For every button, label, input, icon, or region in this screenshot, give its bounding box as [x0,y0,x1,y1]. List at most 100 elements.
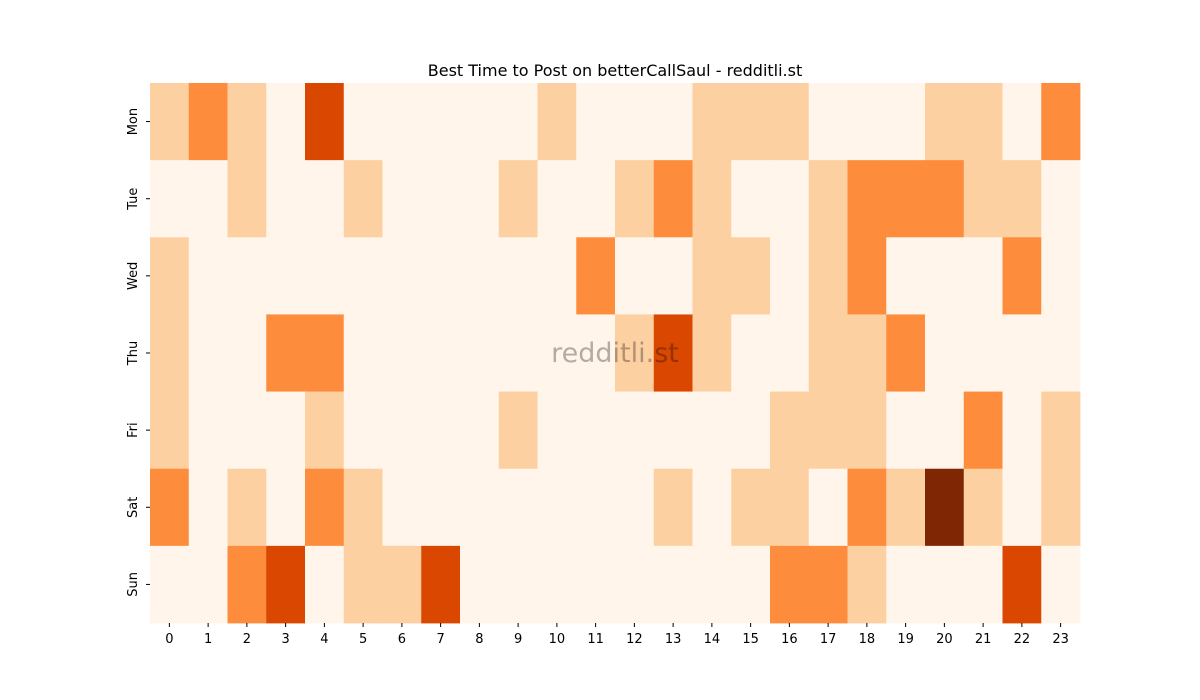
heatmap-cell-fri-15 [731,391,771,470]
heatmap-cell-sat-15 [731,468,771,547]
heatmap-cell-tue-23 [1041,160,1081,238]
heatmap-cell-sun-3 [266,545,306,624]
heatmap-cell-thu-10 [537,314,577,392]
heatmap-cell-fri-8 [460,391,500,470]
heatmap-cell-wed-11 [576,237,616,315]
heatmap-cell-wed-1 [188,237,228,315]
y-tick-label-mon: Mon [126,108,141,135]
heatmap-cell-tue-5 [343,160,383,238]
x-tick-label-14: 14 [704,632,721,647]
x-tick-label-11: 11 [587,632,604,647]
heatmap-cell-thu-13 [653,314,693,392]
heatmap-cell-tue-13 [653,160,693,238]
x-tick-label-3: 3 [281,632,289,647]
heatmap-cell-fri-10 [537,391,577,470]
heatmap-cell-wed-23 [1041,237,1081,315]
heatmap-cell-tue-20 [925,160,965,238]
heatmap-cell-thu-22 [1002,314,1042,392]
heatmap-cell-wed-16 [770,237,810,315]
y-tick-label-sat: Sat [126,497,141,518]
heatmap-cell-thu-19 [886,314,926,392]
heatmap-cell-sun-17 [808,545,848,624]
x-tick-label-13: 13 [665,632,682,647]
heatmap-cell-wed-21 [963,237,1003,315]
x-tick-label-8: 8 [475,632,483,647]
heatmap-cell-sun-2 [227,545,267,624]
heatmap-cell-mon-13 [653,83,693,161]
heatmap-cell-fri-22 [1002,391,1042,470]
heatmap-cell-sat-3 [266,468,306,547]
heatmap-cell-tue-4 [305,160,345,238]
heatmap-cell-wed-19 [886,237,926,315]
heatmap-cell-sun-19 [886,545,926,624]
x-tick-label-17: 17 [820,632,837,647]
heatmap-cell-tue-19 [886,160,926,238]
heatmap-cell-fri-14 [692,391,732,470]
heatmap-cell-mon-10 [537,83,577,161]
heatmap-cell-sat-13 [653,468,693,547]
heatmap-cell-wed-3 [266,237,306,315]
heatmap-cell-mon-12 [615,83,655,161]
heatmap-cell-sat-16 [770,468,810,547]
x-tick-label-15: 15 [742,632,759,647]
x-tick-label-7: 7 [436,632,444,647]
heatmap-cell-thu-3 [266,314,306,392]
heatmap-cell-thu-21 [963,314,1003,392]
heatmap-cell-thu-15 [731,314,771,392]
heatmap-cell-wed-20 [925,237,965,315]
heatmap-cell-mon-9 [498,83,538,161]
x-tick-label-4: 4 [320,632,328,647]
heatmap-cell-tue-11 [576,160,616,238]
heatmap-cell-sat-22 [1002,468,1042,547]
heatmap-cell-thu-5 [343,314,383,392]
heatmap-cell-sun-8 [460,545,500,624]
heatmap-cell-sun-16 [770,545,810,624]
heatmap-cell-mon-11 [576,83,616,161]
heatmap-cell-fri-19 [886,391,926,470]
y-tick-label-sun: Sun [126,572,141,597]
heatmap-cell-sun-12 [615,545,655,624]
heatmap-cell-sat-4 [305,468,345,547]
heatmap-cell-fri-7 [421,391,461,470]
heatmap-cell-sun-5 [343,545,383,624]
heatmap-cell-mon-1 [188,83,228,161]
heatmap-cell-mon-15 [731,83,771,161]
heatmap-cell-wed-0 [150,237,190,315]
heatmap-cell-mon-22 [1002,83,1042,161]
heatmap-cell-mon-3 [266,83,306,161]
heatmap-cell-thu-4 [305,314,345,392]
heatmap-cell-sun-9 [498,545,538,624]
x-tick-label-19: 19 [897,632,914,647]
heatmap-cell-tue-0 [150,160,190,238]
heatmap-cell-mon-21 [963,83,1003,161]
heatmap-cell-fri-17 [808,391,848,470]
heatmap-cell-wed-2 [227,237,267,315]
x-tick-label-6: 6 [398,632,406,647]
heatmap-cell-fri-0 [150,391,190,470]
heatmap-cell-mon-23 [1041,83,1081,161]
x-tick-label-9: 9 [514,632,522,647]
heatmap-cell-sun-21 [963,545,1003,624]
x-tick-label-18: 18 [859,632,876,647]
heatmap-cell-wed-8 [460,237,500,315]
heatmap-cell-sun-6 [382,545,422,624]
heatmap-cell-thu-0 [150,314,190,392]
x-tick-label-0: 0 [165,632,173,647]
y-tick-label-wed: Wed [126,262,141,290]
heatmap-cell-sat-5 [343,468,383,547]
heatmap-cell-fri-13 [653,391,693,470]
heatmap-cell-mon-20 [925,83,965,161]
heatmap-cell-sat-14 [692,468,732,547]
heatmap-cell-fri-9 [498,391,538,470]
heatmap-cell-mon-18 [847,83,887,161]
x-axis: 0 1 2 3 4 5 6 7 8 9 10 11 12 13 14 15 16 17 18 19 20 21 22 23 [165,623,1069,647]
heatmap-cell-sun-10 [537,545,577,624]
heatmap-cell-thu-9 [498,314,538,392]
heatmap-cell-fri-5 [343,391,383,470]
heatmap-cell-thu-12 [615,314,655,392]
heatmap-cell-fri-4 [305,391,345,470]
heatmap-cell-wed-17 [808,237,848,315]
heatmap-cell-mon-19 [886,83,926,161]
heatmap-cell-tue-22 [1002,160,1042,238]
heatmap-cell-thu-7 [421,314,461,392]
